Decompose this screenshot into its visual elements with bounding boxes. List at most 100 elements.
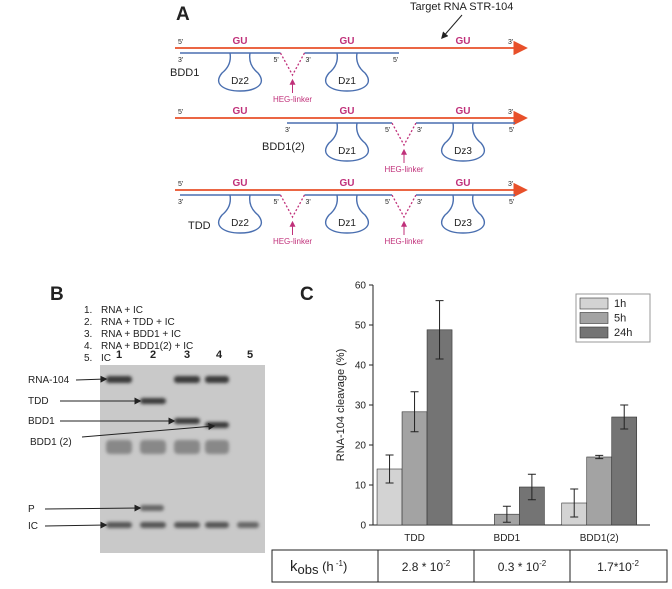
site-label: GU [456,36,471,47]
cell-base: 2.8 * 10 [402,560,444,574]
legend-text: RNA + IC [101,305,143,316]
y-axis-label: RNA-104 cleavage (%) [335,349,347,462]
lane-number: 2 [150,349,156,361]
bar [586,456,613,526]
end-label: 3' [178,199,183,206]
dz-label: Dz2 [231,76,249,87]
end-label: 5' [385,127,390,134]
dz-label: Dz3 [454,146,472,157]
site-label: GU [340,36,355,47]
end-label: 5' [178,109,183,116]
table-cell: 1.7*10-2 [597,559,639,574]
kobs-table: kobs (h -1) [271,549,668,583]
error-bar [410,391,419,433]
site-label: GU [340,178,355,189]
dz-loop [325,52,369,92]
end-label: 5' [509,199,514,206]
error-bar [620,404,629,430]
heg-linker [391,122,417,147]
table-cell: 0.3 * 10-2 [498,559,547,574]
legend-number: 3. [84,329,92,340]
end-label: 3' [306,57,311,64]
panel-label: B [50,284,64,305]
linker-label: HEG-linker [384,165,423,174]
band-label: IC [28,521,38,532]
superscript: -1 [334,559,344,568]
lane-number: 3 [184,349,190,361]
legend-text: IC [101,353,111,364]
linker-label: HEG-linker [273,237,312,246]
legend-label: 1h [614,298,626,310]
table-cell: 2.8 * 10-2 [402,559,451,574]
error-bar [385,454,394,484]
lane-number: 4 [216,349,223,361]
legend-number: 1. [84,305,92,316]
construct-name: BDD1 [170,67,199,79]
dz-label: Dz3 [454,218,472,229]
site-label: GU [233,36,248,47]
band-arrow [81,422,216,438]
legend-number: 5. [84,353,92,364]
y-tick-label: 30 [355,401,367,412]
end-label: 3' [178,57,183,64]
dz-loop [441,194,485,234]
y-tick-label: 50 [355,321,367,332]
site-label: GU [233,178,248,189]
end-label: 3' [417,127,422,134]
error-bar [595,454,604,460]
legend-swatch [579,297,609,310]
error-bar [527,473,536,501]
target-label: Target RNA STR-104 [410,1,513,13]
legend-number: 2. [84,317,92,328]
y-tick-label: 0 [360,521,366,532]
linker-label: HEG-linker [273,95,312,104]
legend-swatch [579,312,609,324]
end-label: 5' [178,181,183,188]
band-label: P [28,504,35,515]
end-label: 3' [508,109,513,116]
end-label: 5' [178,39,183,46]
dz-label: Dz1 [338,76,356,87]
end-label: 3' [417,199,422,206]
unit: (h [318,559,333,574]
unit-close: ) [343,559,347,574]
site-label: GU [340,106,355,117]
site-label: GU [233,106,248,117]
panel-label: C [300,284,314,305]
y-tick-label: 60 [355,281,367,292]
dz-label: Dz1 [338,218,356,229]
end-label: 5' [274,57,279,64]
error-bar [570,488,579,518]
band-label: TDD [28,396,49,407]
site-label: GU [456,178,471,189]
end-label: 5' [385,199,390,206]
error-bar [435,300,444,360]
x-tick-label: BDD1(2) [580,533,619,544]
legend-swatch [579,326,609,339]
linker-label: HEG-linker [384,237,423,246]
lane-number: 1 [116,349,122,361]
legend-label: 5h [614,313,626,325]
cell-exponent: -2 [632,559,640,568]
dz-label: Dz1 [338,146,356,157]
target-arrow [441,14,463,40]
band-label: BDD1 (2) [30,437,72,448]
error-bar [502,505,511,523]
construct-name: TDD [188,220,211,232]
panel-label: A [176,4,190,25]
end-label: 5' [509,127,514,134]
end-label: 3' [285,127,290,134]
legend-label: 24h [614,327,632,339]
heg-linker [279,194,306,219]
legend-text: RNA + BDD1(2) + IC [101,341,193,352]
end-label: 3' [508,39,513,46]
dz-loop [441,122,485,162]
cell-base: 0.3 * 10 [498,560,540,574]
y-tick-label: 20 [355,441,367,452]
bar [426,329,453,526]
lane-number: 5 [247,349,253,361]
k: k [290,558,298,575]
cell-exponent: -2 [539,559,547,568]
row-label: kobs (h -1) [290,558,347,577]
y-tick-label: 10 [355,481,367,492]
